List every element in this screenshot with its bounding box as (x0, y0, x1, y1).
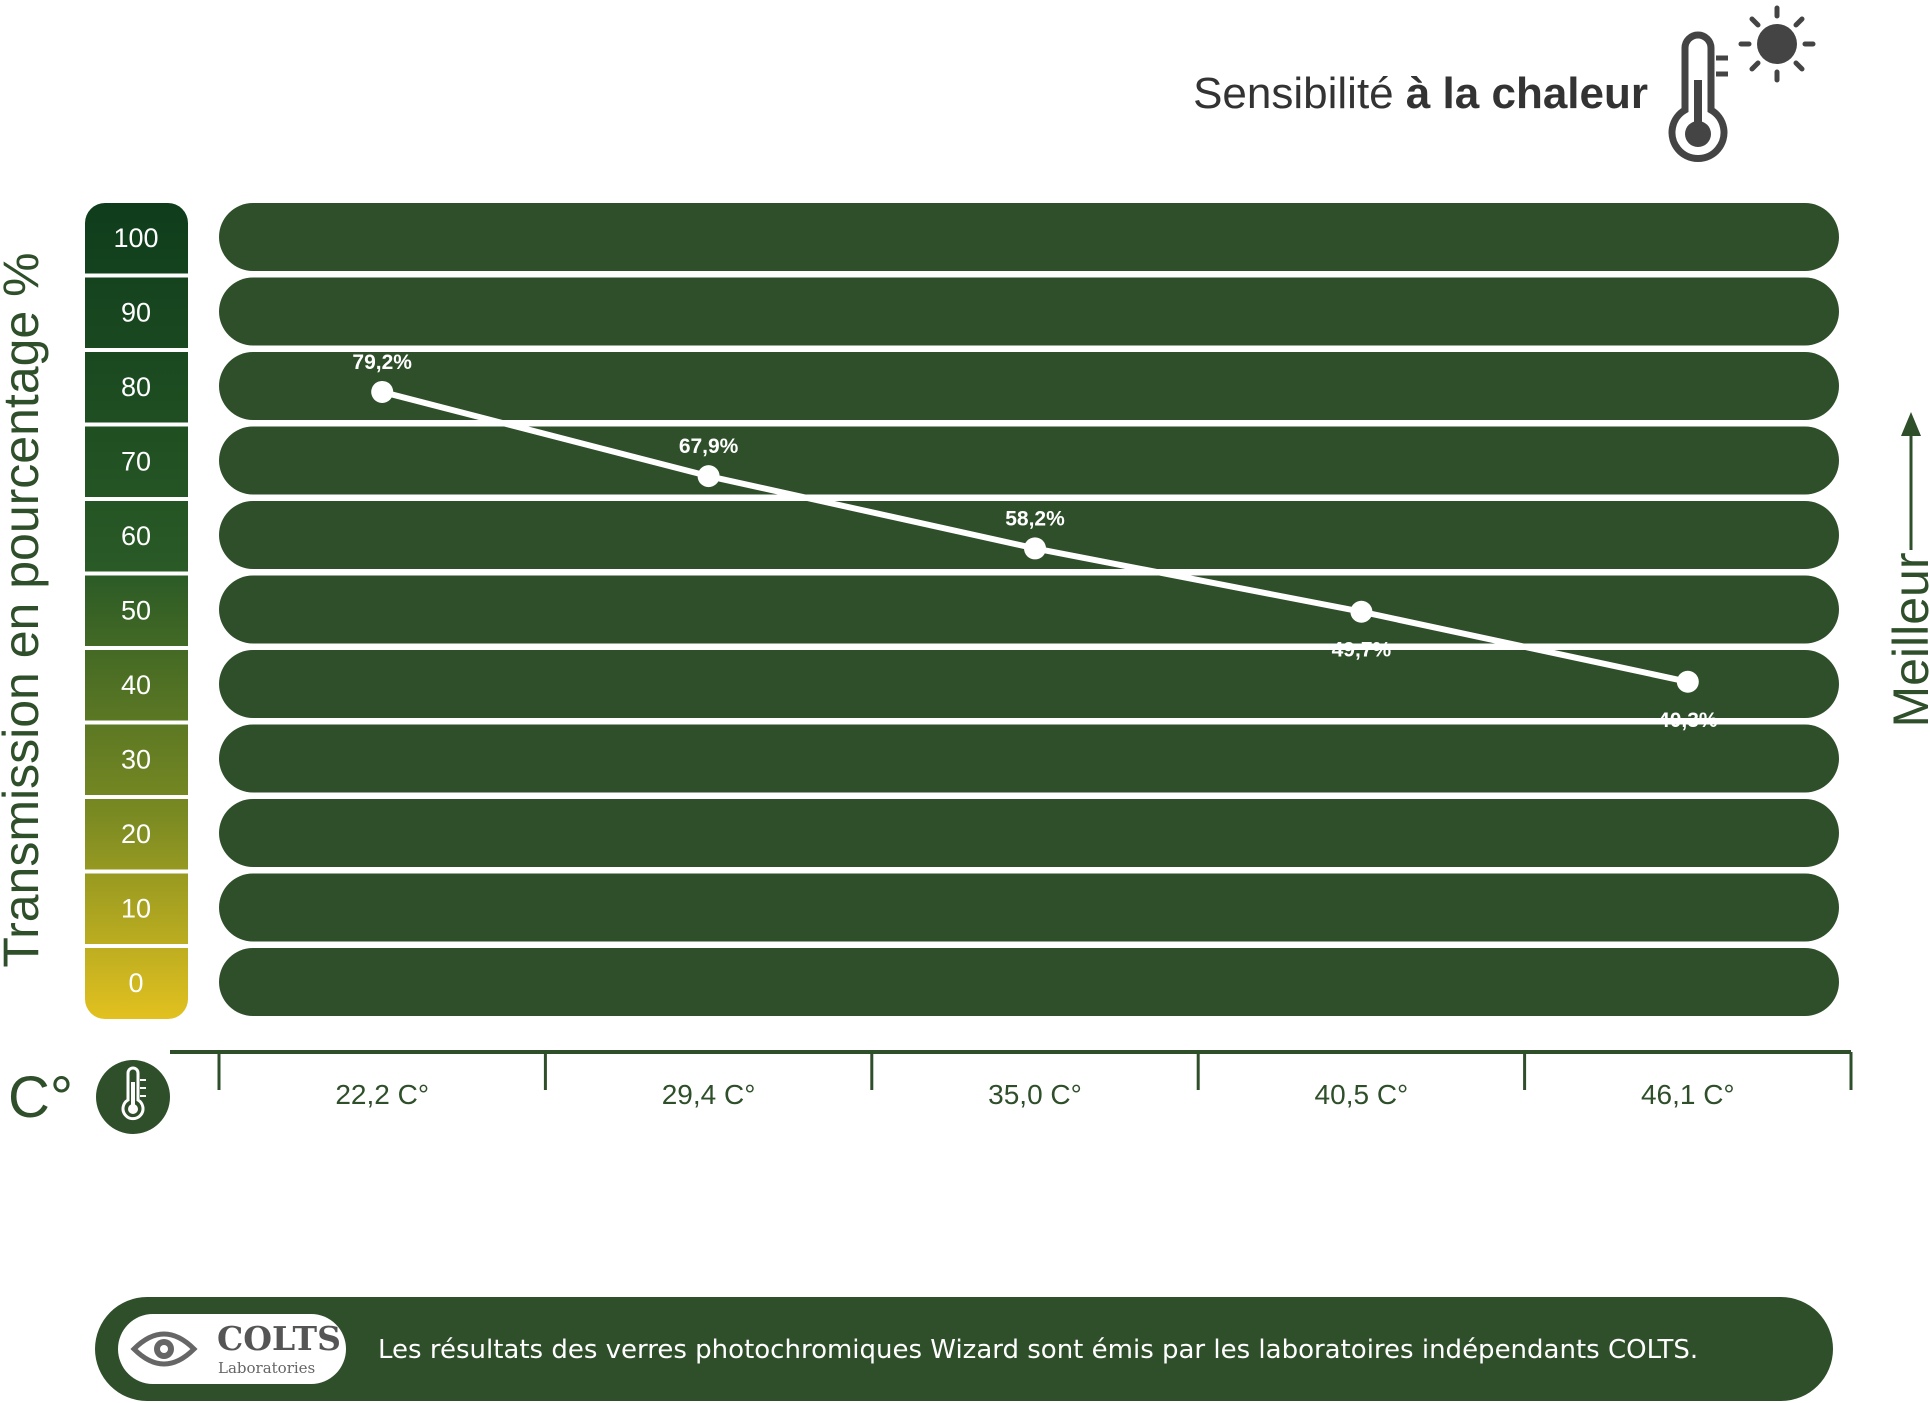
y-tick-label: 100 (113, 223, 158, 253)
grid-band-20 (219, 799, 1839, 867)
colts-logo-sub: Laboratories (218, 1359, 315, 1377)
grid-band-90 (219, 277, 1839, 346)
y-tick-label: 30 (121, 745, 151, 775)
grid-band-80 (219, 352, 1839, 420)
grid-band-40 (219, 650, 1839, 718)
data-label: 58,2% (1005, 507, 1065, 530)
x-axis-ticks (217, 1052, 1853, 1090)
data-point (697, 465, 720, 488)
y-tick-label: 80 (121, 372, 151, 402)
chart-title: Sensibilité à la chaleur (1193, 69, 1648, 118)
y-scale-divider (85, 497, 188, 501)
y-scale-dividers (85, 273, 188, 948)
grid-bands (219, 203, 1839, 1016)
arrow-up-icon (1901, 412, 1921, 550)
grid-band-100 (219, 203, 1839, 271)
y-scale-divider (85, 720, 188, 725)
y-scale-divider (85, 571, 188, 576)
grid-band-30 (219, 724, 1839, 793)
y-tick-label: 0 (128, 968, 143, 998)
data-points (371, 380, 1699, 693)
grid-band-10 (219, 873, 1839, 942)
x-axis-labels: 22,2 C° 29,4 C° 35,0 C° 40,5 C° 46,1 C° (335, 1079, 1734, 1110)
x-axis-unit: C° (8, 1065, 73, 1130)
y-scale-bar (85, 203, 188, 1019)
x-tick-label: 22,2 C° (335, 1079, 429, 1110)
y-tick-label: 70 (121, 447, 151, 477)
y-scale-divider (85, 944, 188, 948)
data-point (1350, 600, 1373, 623)
data-label: 67,9% (679, 435, 739, 458)
data-point (1024, 537, 1046, 560)
colts-logo-name: COLTS (217, 1319, 341, 1358)
y-axis-title: Transmission en pourcentage % (0, 252, 49, 967)
x-tick-label: 29,4 C° (662, 1079, 756, 1110)
better-label: Meilleur (1883, 552, 1930, 727)
y-tick-label: 60 (121, 521, 151, 551)
y-tick-label: 20 (121, 819, 151, 849)
y-scale-divider (85, 273, 188, 278)
x-tick-label: 46,1 C° (1641, 1079, 1735, 1110)
y-scale-divider (85, 422, 188, 427)
grid-band-60 (219, 501, 1839, 569)
thermometer-sun-icon (1668, 5, 1816, 162)
y-tick-label: 40 (121, 670, 151, 700)
y-tick-label: 50 (121, 596, 151, 626)
x-tick-label: 40,5 C° (1315, 1079, 1409, 1110)
data-labels: 79,2% 67,9% 58,2% 49,7% 40,3% (352, 351, 1717, 732)
grid-band-0 (219, 948, 1839, 1016)
y-scale-divider (85, 869, 188, 874)
data-label: 49,7% (1332, 639, 1392, 662)
colts-logo-badge (118, 1314, 346, 1384)
grid-band-70 (219, 426, 1839, 495)
data-label: 79,2% (352, 351, 412, 374)
data-point (1676, 670, 1699, 693)
x-tick-label: 35,0 C° (988, 1079, 1082, 1110)
eye-icon (130, 1331, 198, 1367)
y-scale-divider (85, 348, 188, 352)
y-tick-label: 90 (121, 298, 151, 328)
footer-text: Les résultats des verres photochromiques… (378, 1335, 1698, 1365)
grid-band-50 (219, 575, 1839, 644)
y-scale-divider (85, 646, 188, 650)
data-point (371, 380, 394, 403)
y-scale-divider (85, 795, 188, 799)
y-tick-label: 10 (121, 894, 151, 924)
footer-bar (95, 1297, 1833, 1401)
data-label: 40,3% (1658, 709, 1718, 732)
thermometer-icon (96, 1060, 170, 1134)
